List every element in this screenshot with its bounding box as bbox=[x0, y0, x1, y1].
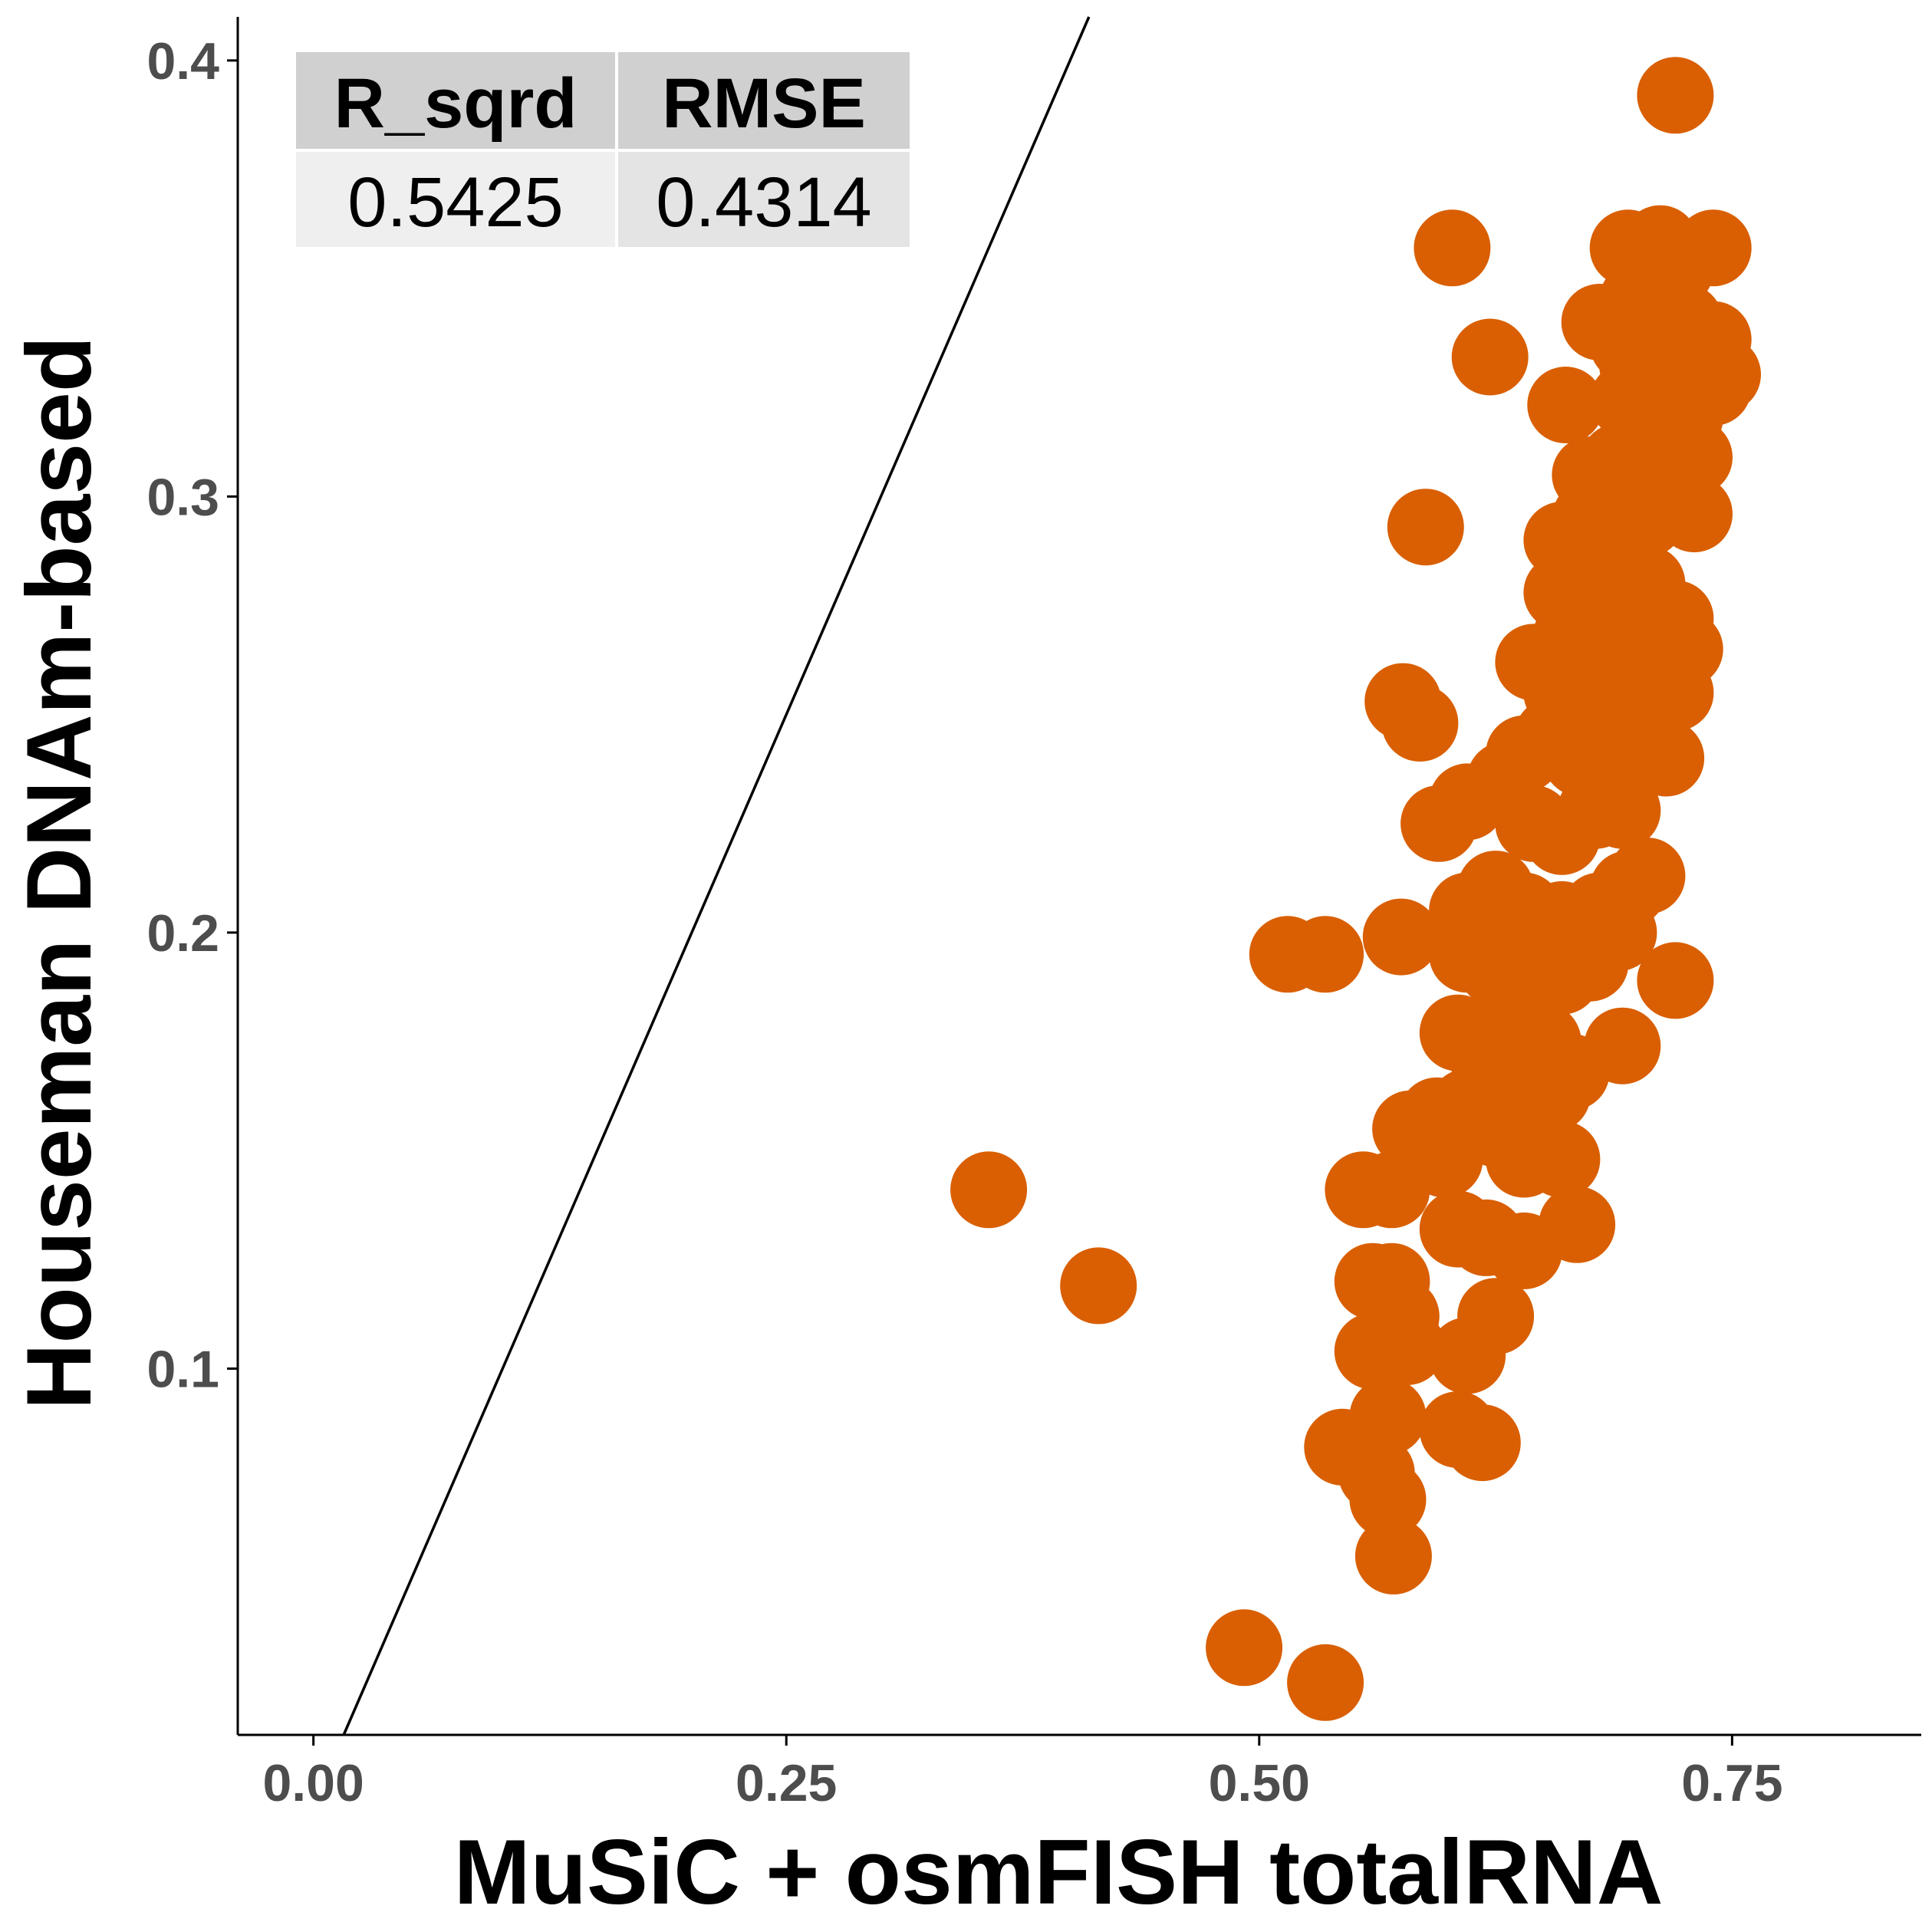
data-point bbox=[1381, 685, 1459, 762]
y-tick-label: 0.4 bbox=[146, 32, 219, 91]
data-point bbox=[1287, 1644, 1364, 1721]
x-tick-label: 0.25 bbox=[736, 1754, 837, 1812]
data-point bbox=[1287, 916, 1364, 993]
data-point bbox=[1637, 580, 1714, 657]
table-header-cell-bg bbox=[618, 52, 910, 149]
table-value-cell-bg bbox=[296, 152, 615, 247]
x-tick-label: 0.00 bbox=[262, 1754, 364, 1812]
data-point bbox=[1387, 489, 1464, 566]
x-tick-label: 0.50 bbox=[1209, 1754, 1310, 1812]
data-point bbox=[950, 1151, 1028, 1229]
data-points bbox=[950, 57, 1761, 1721]
data-point bbox=[1443, 1404, 1521, 1482]
y-tick-label: 0.3 bbox=[146, 468, 219, 526]
y-axis-title: Houseman DNAm-based bbox=[8, 336, 110, 1410]
data-point bbox=[1206, 1609, 1283, 1687]
data-point bbox=[1674, 301, 1752, 378]
data-point bbox=[1354, 1517, 1432, 1595]
data-point bbox=[1349, 1461, 1427, 1538]
y-axis-ticks: 0.1 0.2 0.3 0.4 bbox=[146, 32, 238, 1398]
data-point bbox=[1608, 838, 1686, 914]
data-point bbox=[1539, 1186, 1616, 1263]
data-point bbox=[1060, 1247, 1137, 1325]
data-point bbox=[1362, 1278, 1440, 1355]
stats-table: R_sqrd RMSE 0.5425 0.4314 bbox=[296, 52, 910, 247]
table-value-rmse: 0.4314 bbox=[656, 163, 871, 242]
identity-reference-line bbox=[342, 16, 1091, 1736]
x-axis-ticks: 0.00 0.25 0.50 0.75 bbox=[262, 1735, 1783, 1812]
data-point bbox=[1628, 719, 1705, 797]
data-point bbox=[1523, 1121, 1601, 1198]
data-point bbox=[1599, 327, 1677, 404]
table-value-r-sqrd: 0.5425 bbox=[347, 163, 563, 242]
data-point bbox=[1349, 1378, 1427, 1455]
x-tick-label: 0.75 bbox=[1681, 1754, 1782, 1812]
data-point bbox=[1637, 942, 1714, 1019]
data-point bbox=[1674, 209, 1752, 287]
table-header-cell-bg bbox=[296, 52, 615, 149]
data-point bbox=[1451, 318, 1529, 396]
y-tick-label: 0.1 bbox=[146, 1340, 219, 1398]
data-point bbox=[1414, 209, 1491, 287]
data-point bbox=[1362, 898, 1440, 976]
data-point bbox=[1599, 262, 1677, 339]
data-point bbox=[1457, 1278, 1535, 1355]
table-value-cell-bg bbox=[618, 152, 910, 247]
data-point bbox=[1637, 57, 1714, 134]
y-tick-label: 0.2 bbox=[146, 904, 219, 963]
data-point bbox=[1527, 367, 1605, 443]
table-header-rmse: RMSE bbox=[662, 64, 866, 143]
x-axis-title: MuSiC + osmFISH totalRNA bbox=[454, 1821, 1664, 1924]
data-point bbox=[1584, 1007, 1661, 1084]
table-header-r-sqrd: R_sqrd bbox=[334, 64, 578, 143]
